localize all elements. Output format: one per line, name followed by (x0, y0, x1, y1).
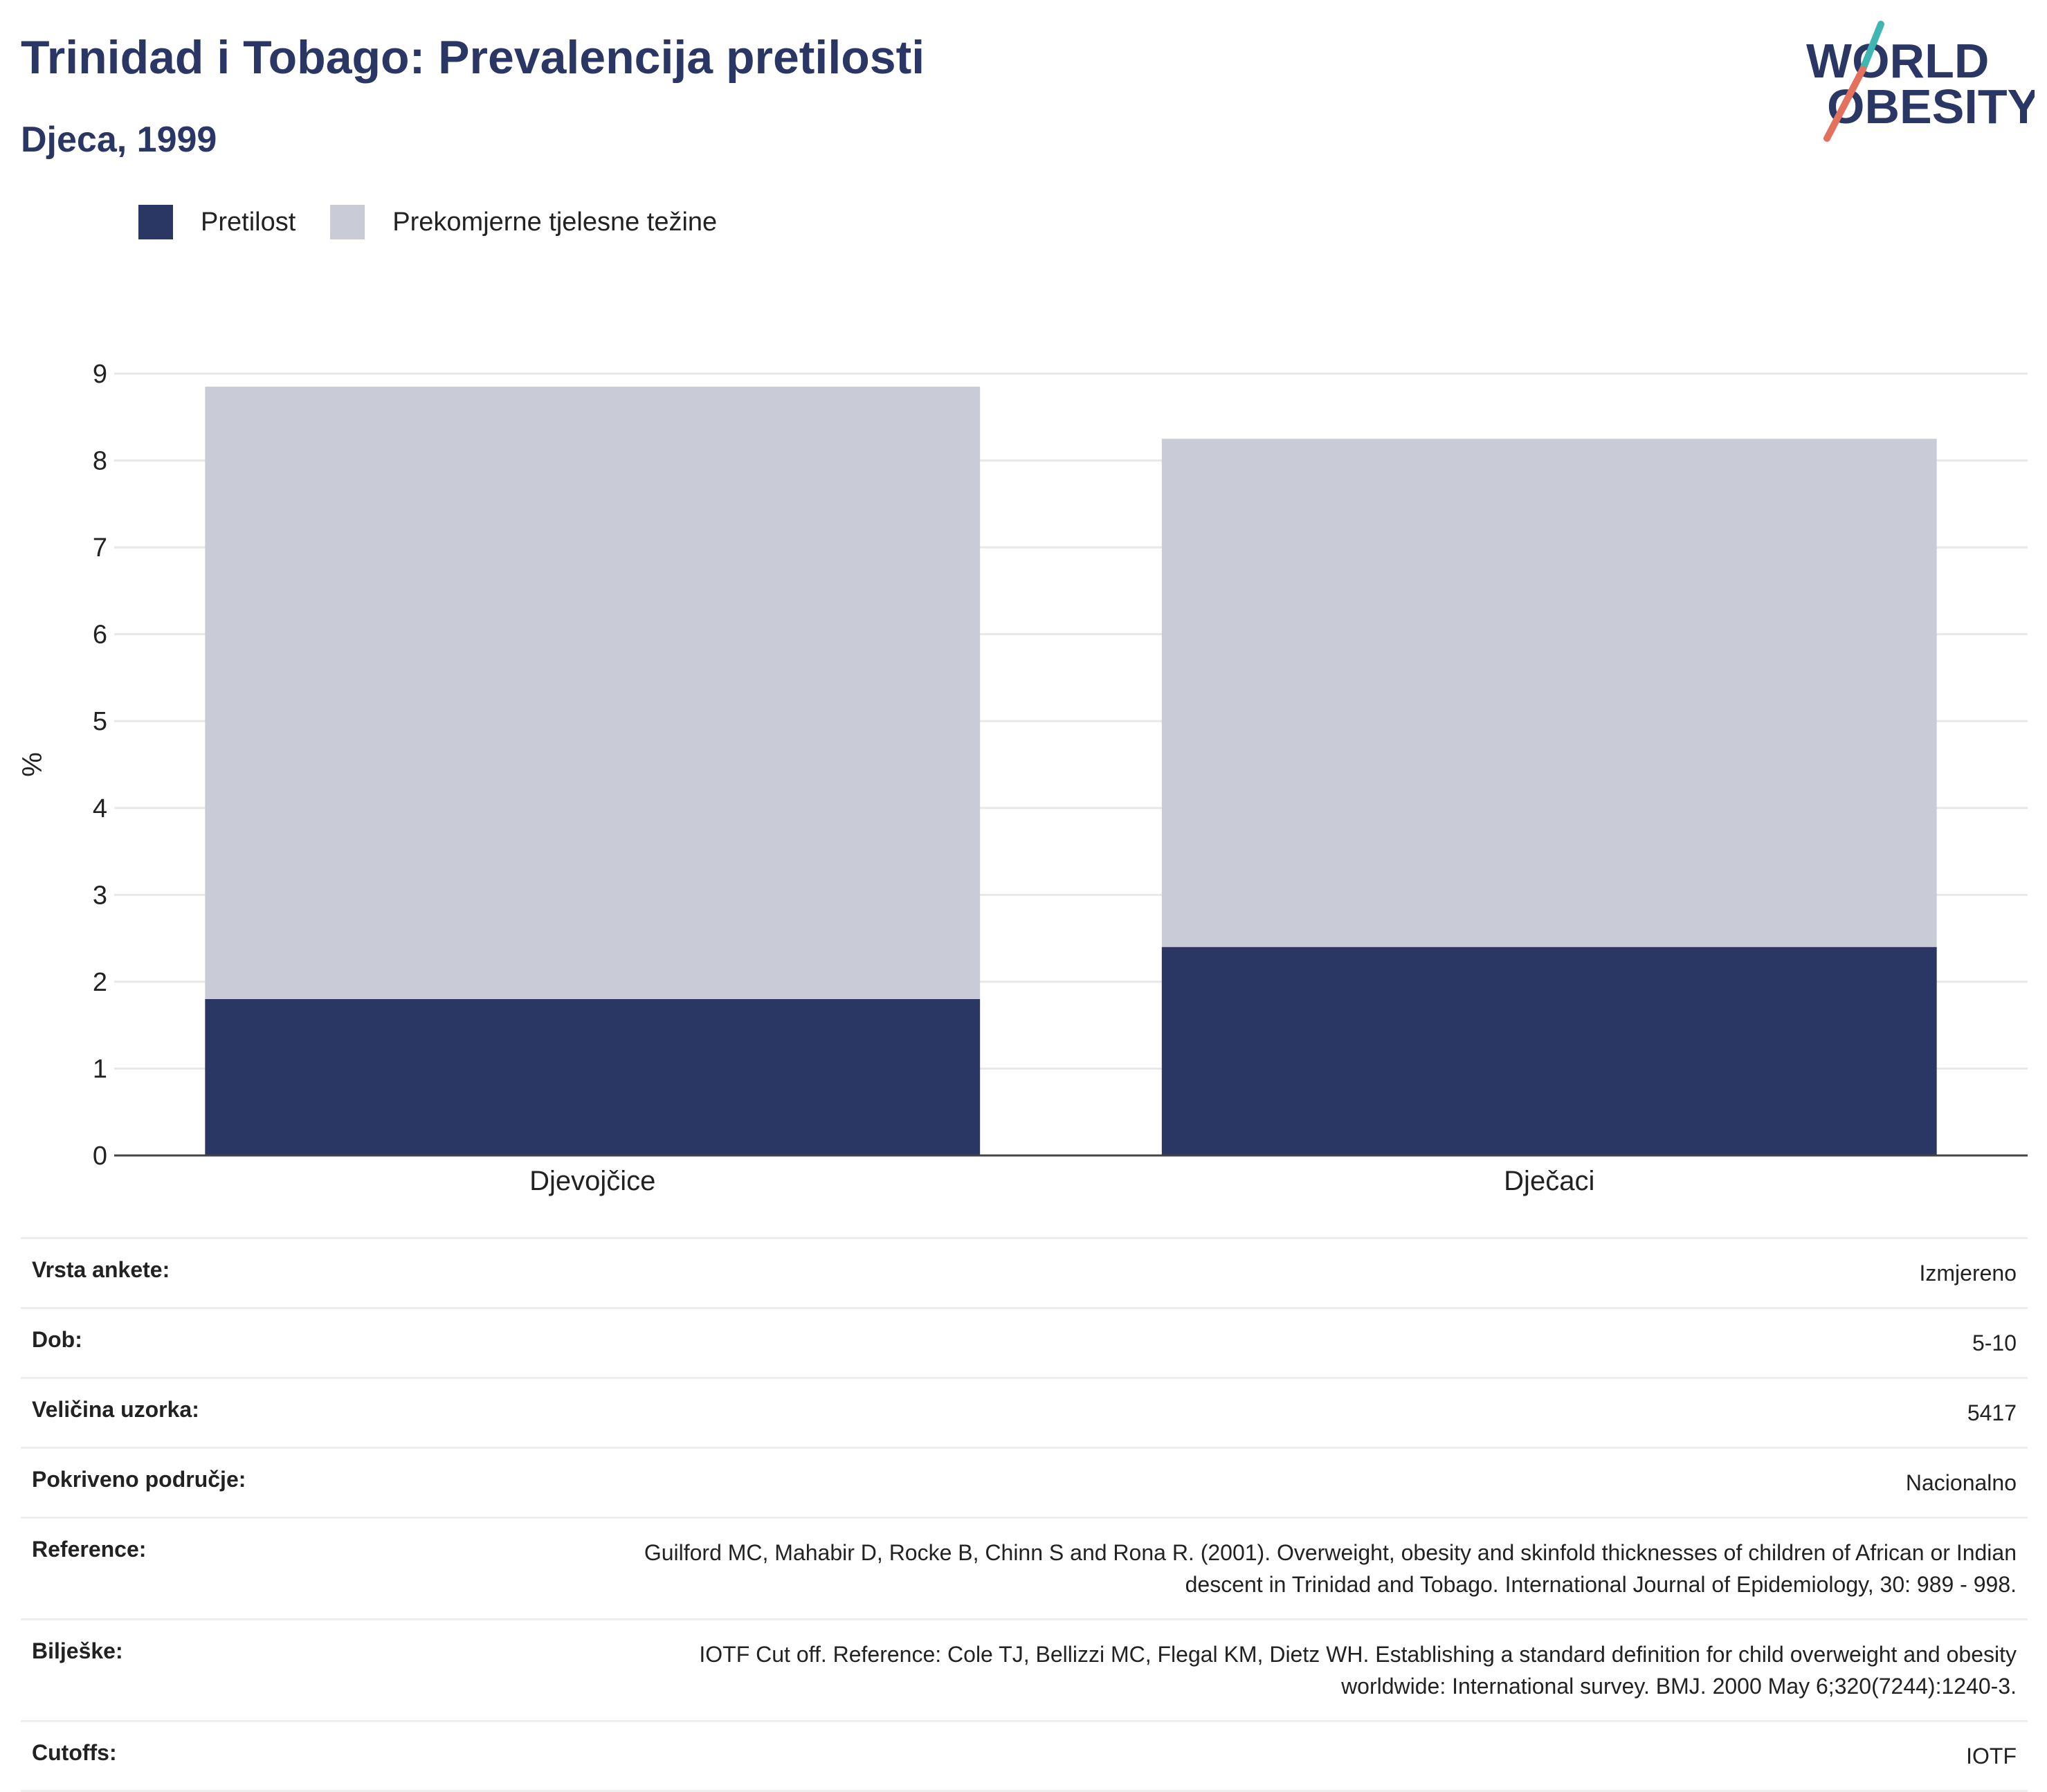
meta-row: Dob: 5-10 (21, 1307, 2028, 1377)
meta-row: Vrsta ankete: Izmjereno (21, 1237, 2028, 1307)
y-tick-label: 2 (93, 968, 107, 997)
y-axis-label: % (17, 752, 48, 777)
y-tick-label: 9 (93, 360, 107, 389)
legend-label-obesity: Pretilost (201, 207, 296, 237)
legend-item-obesity[interactable]: Pretilost (138, 205, 295, 239)
survey-details-table: Vrsta ankete: Izmjereno Dob: 5-10 Veličina u… (21, 1237, 2028, 1792)
meta-value: Guilford MC, Mahabir D, Rocke B, Chinn S… (644, 1540, 2017, 1597)
bar-overweight (205, 386, 981, 999)
meta-label: Veličina uzorka: (32, 1397, 199, 1422)
x-tick-label: Dječaci (1504, 1166, 1594, 1196)
y-tick-label: 6 (93, 621, 107, 650)
y-tick-label: 1 (93, 1054, 107, 1084)
y-tick-label: 5 (93, 707, 107, 736)
y-tick-label: 7 (93, 533, 107, 563)
y-tick-label: 0 (93, 1142, 107, 1171)
legend-swatch-obesity (138, 205, 173, 239)
y-tick-label: 4 (93, 794, 107, 823)
y-tick-label: 8 (93, 447, 107, 476)
meta-label: Vrsta ankete: (32, 1257, 170, 1282)
y-tick-label: 3 (93, 881, 107, 910)
meta-value: 5-10 (1972, 1331, 2017, 1355)
meta-label: Reference: (32, 1537, 147, 1562)
meta-label: Pokriveno područje: (32, 1467, 246, 1492)
meta-value: IOTF Cut off. Reference: Cole TJ, Belliz… (699, 1642, 2017, 1699)
legend-swatch-overweight (330, 205, 365, 239)
legend-label-overweight: Prekomjerne tjelesne težine (392, 207, 718, 237)
meta-value: Izmjereno (1919, 1261, 2017, 1286)
logo-line2: OBESITY (1827, 80, 2035, 134)
page-subtitle: Djeca, 1999 (21, 120, 217, 160)
meta-row: Bilješke: IOTF Cut off. Reference: Cole T… (21, 1618, 2028, 1720)
bar-obesity (1161, 947, 1937, 1155)
bar-overweight (1161, 439, 1937, 947)
meta-label: Dob: (32, 1327, 82, 1352)
logo-line1: WORLD (1806, 34, 1989, 88)
chart-legend: Pretilost Prekomjerne tjelesne težine (138, 205, 752, 239)
meta-label: Bilješke: (32, 1638, 123, 1663)
world-obesity-logo: WORLD OBESITY (1806, 21, 2039, 145)
bar-obesity (205, 999, 981, 1155)
stacked-bar-chart: 0 1 2 3 4 5 6 7 8 9% Djevojčice Dječaci (17, 360, 2028, 1196)
legend-item-overweight[interactable]: Prekomjerne tjelesne težine (330, 205, 717, 239)
meta-value: Nacionalno (1905, 1470, 2017, 1495)
meta-value: 5417 (1967, 1400, 2017, 1425)
page-title: Trinidad i Tobago: Prevalencija pretilos… (21, 31, 925, 84)
x-tick-label: Djevojčice (529, 1166, 655, 1196)
meta-row: Pokriveno područje: Nacionalno (21, 1447, 2028, 1517)
meta-label: Cutoffs: (32, 1740, 117, 1765)
meta-value: IOTF (1966, 1744, 2017, 1768)
meta-row: Reference: Guilford MC, Mahabir D, Rocke … (21, 1517, 2028, 1618)
meta-row: Cutoffs: IOTF (21, 1720, 2028, 1792)
meta-row: Veličina uzorka: 5417 (21, 1377, 2028, 1447)
